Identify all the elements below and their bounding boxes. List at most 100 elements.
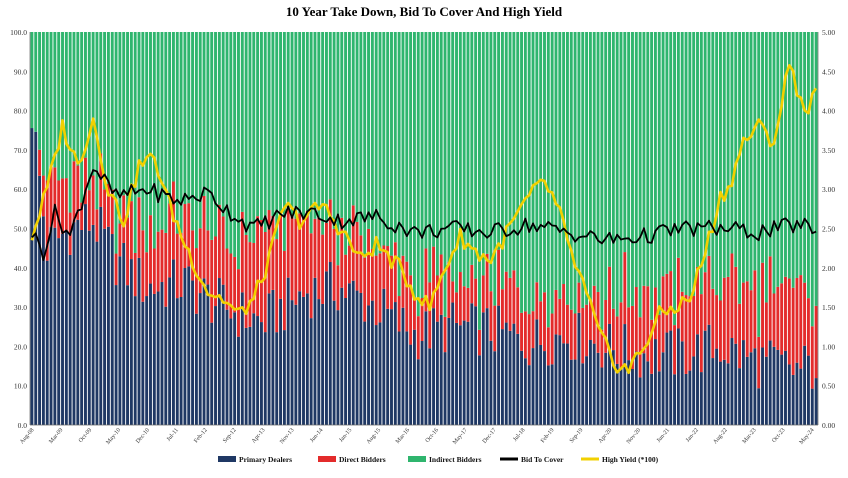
bar-direct-bidders (382, 245, 386, 289)
bar-indirect-bidders (623, 32, 627, 253)
bar-indirect-bidders (451, 32, 455, 282)
bar-indirect-bidders (38, 32, 42, 150)
bar-indirect-bidders (814, 32, 818, 306)
bar-primary-dealers (623, 324, 627, 425)
bar-indirect-bidders (554, 32, 558, 290)
bar-primary-dealers (650, 373, 654, 425)
bar-direct-bidders (428, 282, 432, 349)
bar-indirect-bidders (642, 32, 646, 286)
bar-direct-bidders (791, 287, 795, 375)
bar-direct-bidders (623, 252, 627, 325)
bar-primary-dealers (252, 313, 256, 425)
x-tick-label: Nov-20 (626, 427, 642, 445)
bar-direct-bidders (470, 264, 474, 304)
bar-direct-bidders (799, 275, 803, 369)
bar-primary-dealers (72, 222, 76, 425)
bar-indirect-bidders (562, 32, 566, 285)
bar-indirect-bidders (619, 32, 623, 303)
bar-direct-bidders (229, 253, 233, 319)
bar-direct-bidders (87, 190, 91, 231)
bar-indirect-bidders (806, 32, 810, 299)
bar-primary-dealers (309, 318, 313, 425)
bar-indirect-bidders (95, 32, 99, 210)
bar-primary-dealers (122, 242, 126, 425)
bar-direct-bidders (642, 285, 646, 354)
bar-indirect-bidders (84, 32, 87, 158)
bar-direct-bidders (221, 216, 225, 285)
bar-primary-dealers (638, 377, 642, 425)
y-left-tick-label: 30.0 (14, 303, 27, 312)
bar-primary-dealers (615, 363, 619, 425)
bar-indirect-bidders (596, 32, 600, 292)
bar-primary-dealers (351, 280, 355, 425)
bar-indirect-bidders (504, 32, 508, 272)
bar-direct-bidders (175, 233, 179, 299)
bar-direct-bidders (405, 261, 409, 332)
bar-indirect-bidders (137, 32, 141, 198)
x-tick-label: Aug-22 (712, 427, 728, 445)
bar-indirect-bidders (680, 32, 684, 292)
bar-direct-bidders (233, 256, 237, 313)
bar-indirect-bidders (470, 32, 474, 265)
bar-direct-bidders (481, 275, 485, 313)
y-right-tick-label: 5.00 (822, 28, 835, 37)
bar-indirect-bidders (565, 32, 569, 305)
bar-indirect-bidders (110, 32, 114, 190)
bar-direct-bidders (558, 298, 562, 336)
bar-primary-dealers (84, 204, 87, 425)
bar-primary-dealers (565, 343, 569, 425)
bar-indirect-bidders (696, 32, 699, 267)
bar-primary-dealers (145, 296, 149, 425)
bar-indirect-bidders (233, 32, 237, 257)
bar-primary-dealers (126, 285, 129, 425)
bar-indirect-bidders (80, 32, 84, 203)
bar-direct-bidders (757, 336, 761, 389)
legend-label: Indirect Bidders (429, 455, 482, 464)
bar-indirect-bidders (523, 32, 527, 312)
bar-primary-dealers (741, 340, 745, 425)
x-tick-label: Jun-21 (656, 427, 671, 443)
bar-indirect-bidders (650, 32, 654, 320)
bar-indirect-bidders (321, 32, 325, 235)
bar-indirect-bidders (447, 32, 451, 263)
x-tick-label: Oct-16 (425, 427, 440, 444)
bar-primary-dealers (168, 277, 172, 425)
bar-primary-dealers (263, 332, 267, 425)
bar-primary-dealers (244, 327, 248, 425)
bar-indirect-bidders (810, 32, 814, 327)
bar-direct-bidders (669, 271, 673, 331)
bar-direct-bidders (707, 255, 711, 325)
x-tick-label: May-10 (105, 427, 122, 445)
bar-direct-bidders (393, 242, 397, 303)
bar-direct-bidders (61, 178, 64, 234)
bar-direct-bidders (562, 284, 566, 344)
lines-group (30, 63, 818, 375)
x-tick-label: Sep-12 (222, 427, 238, 444)
bar-primary-dealers (749, 352, 753, 425)
bar-direct-bidders (279, 211, 283, 299)
bar-indirect-bidders (481, 32, 485, 276)
y-left-tick-label: 0.0 (18, 421, 28, 430)
x-tick-label: Aug-08 (19, 427, 35, 445)
bar-primary-dealers (745, 356, 749, 425)
bar-indirect-bidders (577, 32, 581, 283)
bar-direct-bidders (657, 314, 661, 372)
bar-primary-dealers (259, 322, 263, 425)
bar-primary-dealers (225, 309, 229, 425)
bar-direct-bidders (252, 242, 256, 314)
bar-primary-dealers (611, 350, 615, 425)
bar-primary-dealers (332, 300, 336, 425)
bar-indirect-bidders (374, 32, 378, 256)
bar-direct-bidders (57, 180, 61, 239)
bar-direct-bidders (489, 291, 493, 341)
bar-indirect-bidders (240, 32, 244, 212)
bar-indirect-bidders (87, 32, 91, 191)
bar-direct-bidders (237, 269, 240, 337)
bar-primary-dealers (68, 254, 72, 425)
bar-direct-bidders (336, 265, 340, 311)
bar-indirect-bidders (703, 32, 707, 273)
bar-indirect-bidders (409, 32, 413, 276)
bar-direct-bidders (738, 303, 742, 369)
bar-indirect-bidders (730, 32, 734, 254)
